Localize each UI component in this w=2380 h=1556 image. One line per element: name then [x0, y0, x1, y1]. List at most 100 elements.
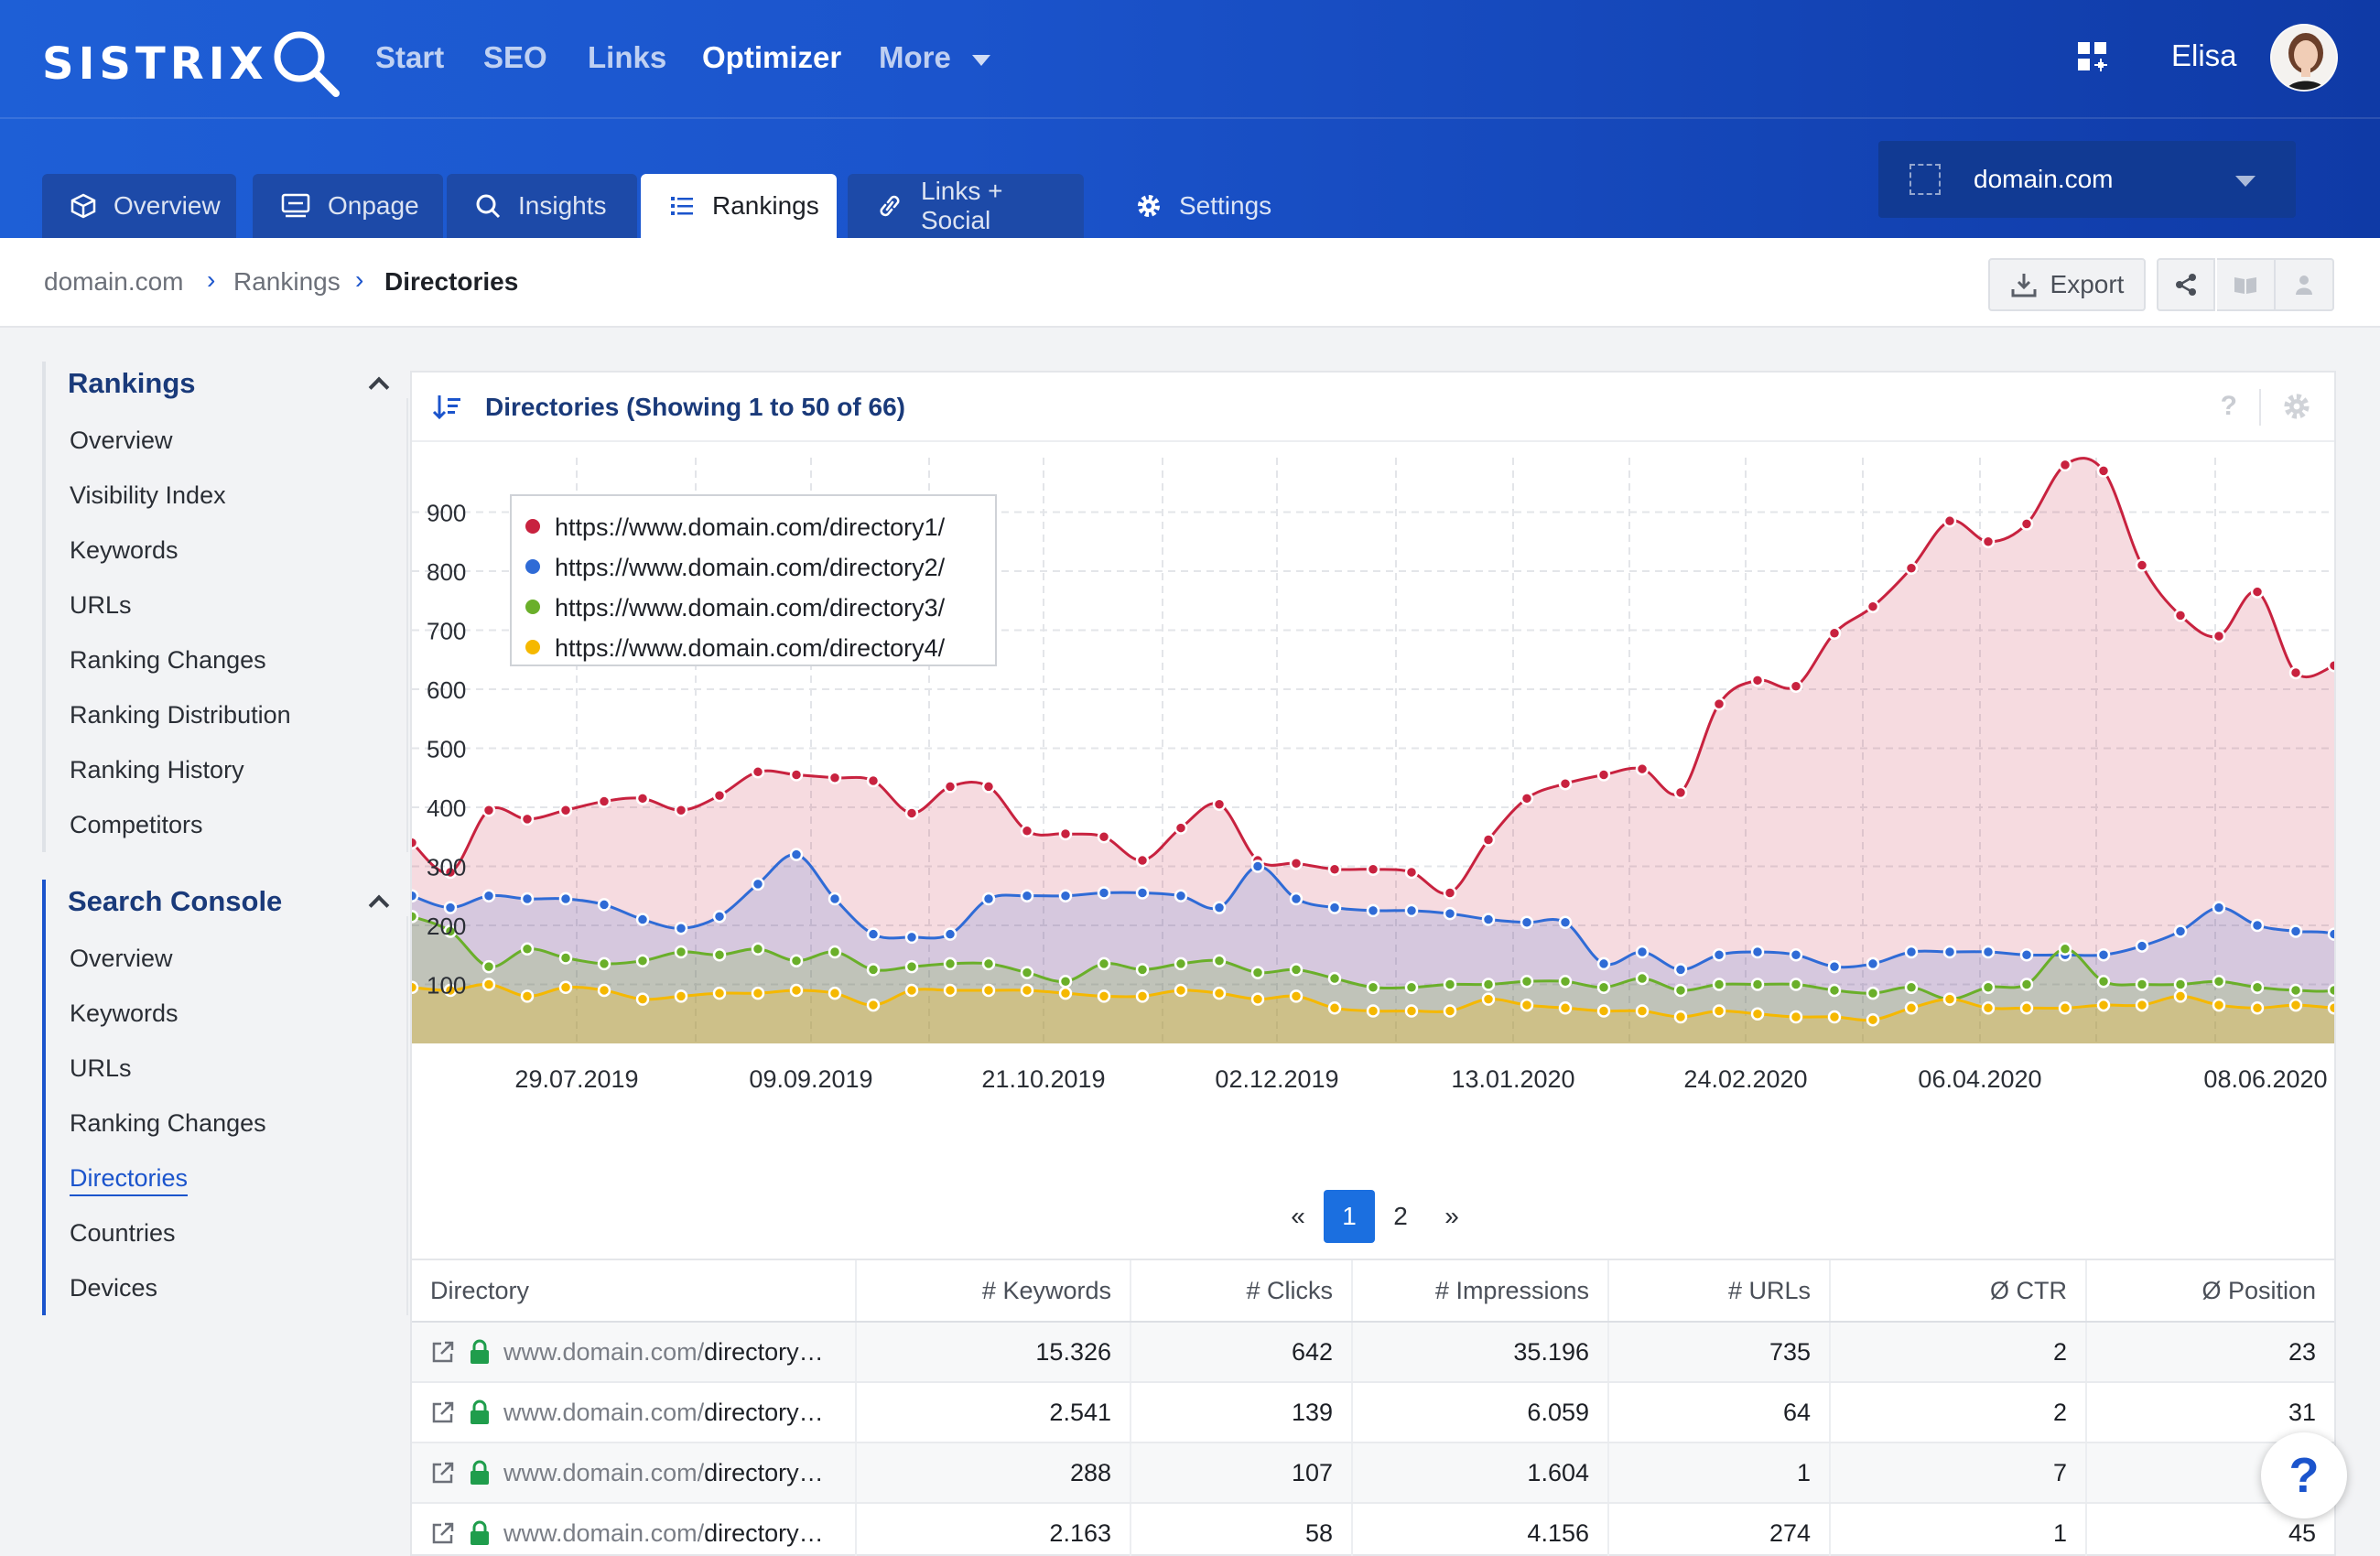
data-point[interactable] — [1250, 992, 1265, 1006]
data-point[interactable] — [1904, 561, 1919, 576]
data-point[interactable] — [866, 927, 881, 941]
directory-path[interactable]: directory… — [704, 1337, 824, 1366]
data-point[interactable] — [1097, 989, 1111, 1003]
external-link-icon[interactable] — [430, 1520, 456, 1546]
data-point[interactable] — [1827, 959, 1842, 974]
data-point[interactable] — [1404, 1004, 1419, 1018]
data-point[interactable] — [1212, 986, 1227, 1000]
data-point[interactable] — [1135, 886, 1150, 900]
data-point[interactable] — [1366, 862, 1380, 876]
data-point[interactable] — [2212, 901, 2226, 914]
data-point[interactable] — [520, 989, 535, 1003]
sidebar-item-ranking-distribution[interactable]: Ranking Distribution — [46, 687, 386, 742]
data-point[interactable] — [597, 956, 611, 971]
data-point[interactable] — [981, 956, 996, 971]
data-point[interactable] — [2135, 998, 2149, 1012]
page-2-button[interactable]: 2 — [1393, 1202, 1408, 1230]
sidebar-item-sc-urls[interactable]: URLs — [46, 1041, 386, 1096]
col-position[interactable]: Ø Position — [2202, 1276, 2316, 1304]
data-point[interactable] — [1712, 697, 1726, 711]
data-point[interactable] — [2288, 998, 2303, 1012]
data-point[interactable] — [712, 986, 727, 1000]
data-point[interactable] — [1942, 945, 1957, 959]
data-point[interactable] — [1635, 971, 1650, 986]
data-point[interactable] — [2327, 658, 2334, 673]
data-point[interactable] — [1289, 963, 1304, 977]
data-point[interactable] — [1058, 889, 1073, 902]
help-icon[interactable]: ? — [2220, 391, 2237, 421]
data-point[interactable] — [1327, 971, 1342, 986]
data-point[interactable] — [866, 963, 881, 977]
data-point[interactable] — [412, 836, 419, 849]
data-point[interactable] — [1174, 983, 1188, 998]
data-point[interactable] — [481, 803, 496, 817]
data-point[interactable] — [904, 983, 919, 998]
data-point[interactable] — [1596, 768, 1611, 782]
data-point[interactable] — [674, 921, 688, 935]
help-button[interactable]: ? — [2261, 1432, 2347, 1518]
data-point[interactable] — [1827, 1010, 1842, 1024]
data-point[interactable] — [1520, 975, 1534, 989]
data-point[interactable] — [2096, 948, 2111, 962]
data-point[interactable] — [1904, 980, 1919, 994]
sidebar-item-sc-directories[interactable]: Directories — [46, 1151, 386, 1205]
data-point[interactable] — [1942, 513, 1957, 528]
data-point[interactable] — [1481, 978, 1496, 991]
col-directory[interactable]: Directory — [412, 1260, 857, 1321]
data-point[interactable] — [828, 986, 842, 1000]
data-point[interactable] — [443, 924, 458, 938]
data-point[interactable] — [712, 910, 727, 924]
data-point[interactable] — [828, 771, 842, 784]
data-point[interactable] — [558, 891, 573, 906]
data-point[interactable] — [2019, 948, 2034, 962]
data-point[interactable] — [943, 983, 957, 998]
data-point[interactable] — [1174, 821, 1188, 835]
data-point[interactable] — [1750, 674, 1765, 687]
data-point[interactable] — [1020, 889, 1034, 902]
data-point[interactable] — [2288, 983, 2303, 998]
nav-optimizer[interactable]: Optimizer — [702, 40, 842, 74]
sidebar-item-keywords[interactable]: Keywords — [46, 523, 386, 578]
data-point[interactable] — [1058, 827, 1073, 841]
data-point[interactable] — [558, 951, 573, 965]
data-point[interactable] — [1750, 945, 1765, 959]
data-point[interactable] — [1596, 1004, 1611, 1018]
external-link-icon[interactable] — [430, 1460, 456, 1486]
data-point[interactable] — [1135, 989, 1150, 1003]
legend-entry[interactable]: https://www.domain.com/directory2/ — [555, 554, 946, 581]
data-point[interactable] — [2096, 998, 2111, 1012]
data-point[interactable] — [1635, 762, 1650, 776]
data-point[interactable] — [2058, 1001, 2072, 1015]
data-point[interactable] — [1058, 986, 1073, 1000]
data-point[interactable] — [1827, 626, 1842, 640]
data-point[interactable] — [789, 768, 804, 782]
user-name[interactable]: Elisa — [2171, 38, 2237, 72]
data-point[interactable] — [1712, 1004, 1726, 1018]
data-point[interactable] — [904, 930, 919, 945]
data-point[interactable] — [1327, 901, 1342, 914]
data-point[interactable] — [1673, 785, 1688, 800]
data-point[interactable] — [2173, 609, 2188, 622]
data-point[interactable] — [1250, 966, 1265, 979]
data-point[interactable] — [1174, 889, 1188, 902]
data-point[interactable] — [520, 942, 535, 956]
sidebar-item-sc-overview[interactable]: Overview — [46, 931, 386, 986]
data-point[interactable] — [635, 992, 650, 1006]
data-point[interactable] — [443, 901, 458, 914]
data-point[interactable] — [1673, 983, 1688, 998]
data-point[interactable] — [2173, 978, 2188, 991]
data-point[interactable] — [1789, 679, 1803, 694]
sidebar-item-urls[interactable]: URLs — [46, 578, 386, 632]
data-point[interactable] — [635, 792, 650, 805]
data-point[interactable] — [2019, 517, 2034, 531]
legend-entry[interactable]: https://www.domain.com/directory3/ — [555, 594, 946, 621]
data-point[interactable] — [1866, 986, 1880, 1000]
data-point[interactable] — [1327, 1001, 1342, 1015]
data-point[interactable] — [2250, 1001, 2265, 1015]
sidebar-item-overview[interactable]: Overview — [46, 413, 386, 468]
sidebar-item-sc-keywords[interactable]: Keywords — [46, 986, 386, 1041]
data-point[interactable] — [1558, 975, 1573, 989]
data-point[interactable] — [597, 794, 611, 808]
data-point[interactable] — [1443, 886, 1457, 900]
data-point[interactable] — [2212, 975, 2226, 989]
